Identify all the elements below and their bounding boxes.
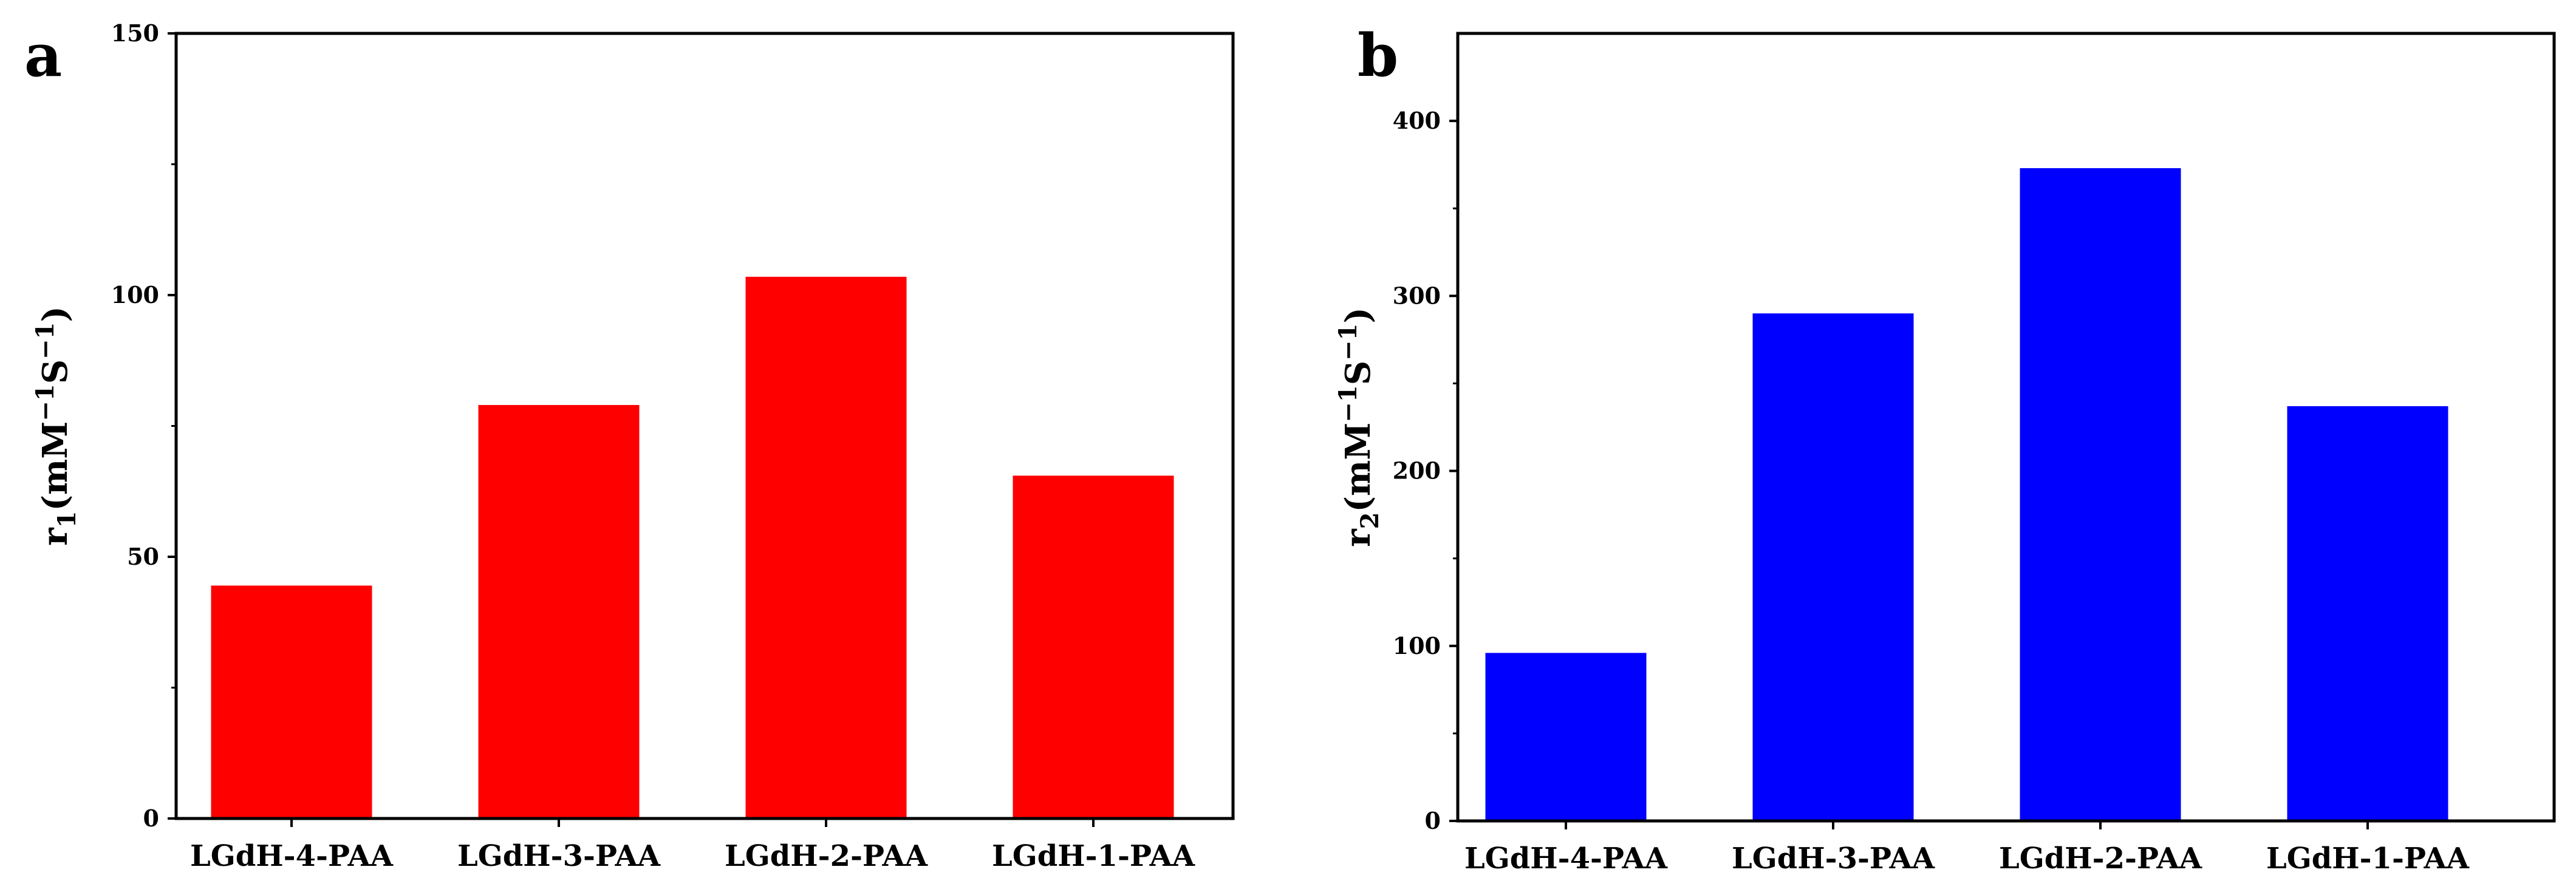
x-tick-label: LGdH-4-PAA: [190, 839, 394, 873]
y-axis-title: r2(mM−1S−1): [1334, 307, 1384, 547]
y-axis-title-part: −1: [31, 322, 60, 359]
y-tick-label: 300: [1393, 282, 1441, 309]
y-axis-title-part: S: [1338, 361, 1378, 385]
y-tick-label: 50: [127, 543, 159, 570]
y-axis-title-part: −1: [1334, 385, 1362, 422]
y-tick-label: 150: [111, 19, 159, 47]
chart-panel-b: LGdH-4-PAA LGdH-3-PAA LGdH-2-PAA LGdH-1-PAA…: [1334, 21, 2556, 876]
x-tick-label: LGdH-1-PAA: [992, 839, 1195, 873]
bar-lgdh-2-paa: [745, 276, 907, 819]
bar-lgdh-1-paa: [1013, 475, 1174, 818]
bar-lgdh-3-paa: [478, 405, 640, 818]
bar-lgdh-4-paa: [1485, 653, 1647, 821]
y-tick-label: 100: [1393, 632, 1441, 659]
y-axis-title-part: −1: [31, 384, 60, 421]
y-axis-title-part: 1: [53, 511, 81, 528]
x-tick-label: LGdH-4-PAA: [1464, 842, 1668, 876]
x-tick-label: LGdH-2-PAA: [725, 839, 928, 873]
panel-label: a: [24, 21, 62, 90]
y-axis-title-part: r: [35, 527, 75, 546]
y-axis-title-part: ): [35, 306, 75, 322]
y-axis-title-part: S: [35, 359, 75, 384]
y-axis-title-part: r: [1338, 528, 1378, 547]
bar-lgdh-1-paa: [2287, 406, 2448, 821]
y-axis-title-part: −1: [1334, 324, 1362, 361]
x-tick-label: LGdH-2-PAA: [1999, 842, 2202, 876]
y-axis-title-part: (mM: [35, 421, 75, 511]
y-axis-title-part: 2: [1356, 512, 1384, 529]
chart-panel-a: LGdH-4-PAA LGdH-3-PAA LGdH-2-PAA LGdH-1-PAA…: [24, 19, 1235, 873]
y-tick-label: 100: [111, 281, 159, 308]
bar-lgdh-4-paa: [211, 585, 372, 818]
y-axis-title-part: (mM: [1338, 423, 1378, 512]
plot-frame: [1456, 32, 2556, 823]
x-tick-label: LGdH-3-PAA: [457, 839, 661, 873]
y-axis-title-part: ): [1338, 307, 1378, 324]
y-tick-label: 400: [1393, 107, 1441, 134]
y-axis-title: r1(mM−1S−1): [31, 306, 81, 546]
x-tick-label: LGdH-3-PAA: [1732, 842, 1935, 876]
x-tick-label: LGdH-1-PAA: [2266, 842, 2470, 876]
panel-label: b: [1358, 21, 1398, 90]
y-tick-label: 200: [1393, 457, 1441, 485]
y-tick-label: 0: [1425, 807, 1441, 834]
bar-lgdh-2-paa: [2020, 168, 2181, 821]
y-tick-label: 0: [143, 805, 159, 832]
bar-lgdh-3-paa: [1752, 313, 1914, 821]
